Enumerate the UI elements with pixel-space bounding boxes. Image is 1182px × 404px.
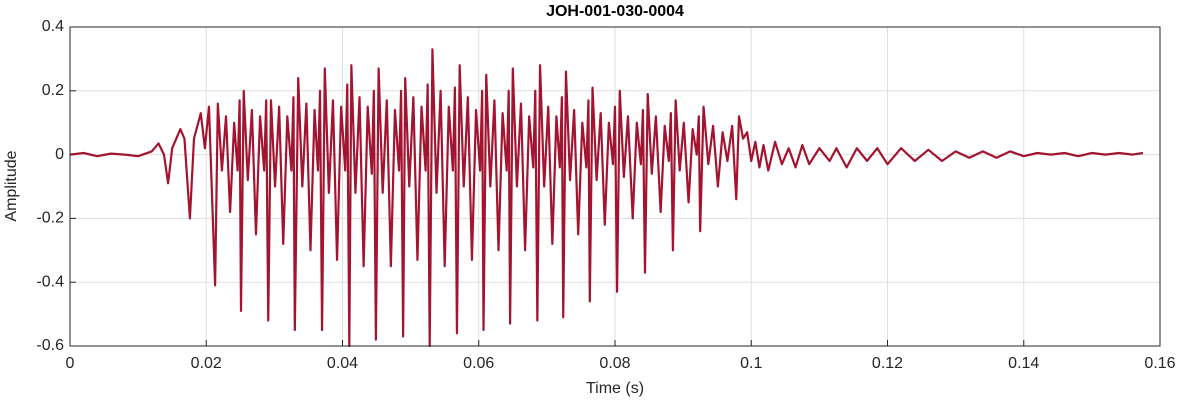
x-tick-label: 0.1 [740, 355, 762, 372]
axes-box [69, 26, 1161, 347]
x-tick-label: 0.04 [327, 355, 358, 372]
y-axis-label: Amplitude [3, 150, 20, 221]
x-tick-label: 0 [66, 355, 75, 372]
y-tick-label: -0.2 [36, 210, 64, 227]
y-tick-label: -0.6 [36, 337, 64, 354]
x-tick-label: 0.08 [599, 355, 630, 372]
x-tick-label: 0.12 [872, 355, 903, 372]
y-tick-label: 0.4 [42, 18, 64, 35]
x-tick-label: 0.16 [1144, 355, 1175, 372]
x-tick-label: 0.06 [463, 355, 494, 372]
y-tick-label: 0.2 [42, 82, 64, 99]
x-axis-label: Time (s) [586, 380, 644, 397]
plot-area [69, 48, 1144, 348]
y-tick-label: -0.4 [36, 273, 64, 290]
y-tick-label: 0 [55, 146, 64, 163]
chart-title: JOH-001-030-0004 [546, 3, 684, 20]
x-tick-label: 0.14 [1008, 355, 1039, 372]
x-tick-label: 0.02 [191, 355, 222, 372]
waveform-line [69, 48, 1144, 348]
